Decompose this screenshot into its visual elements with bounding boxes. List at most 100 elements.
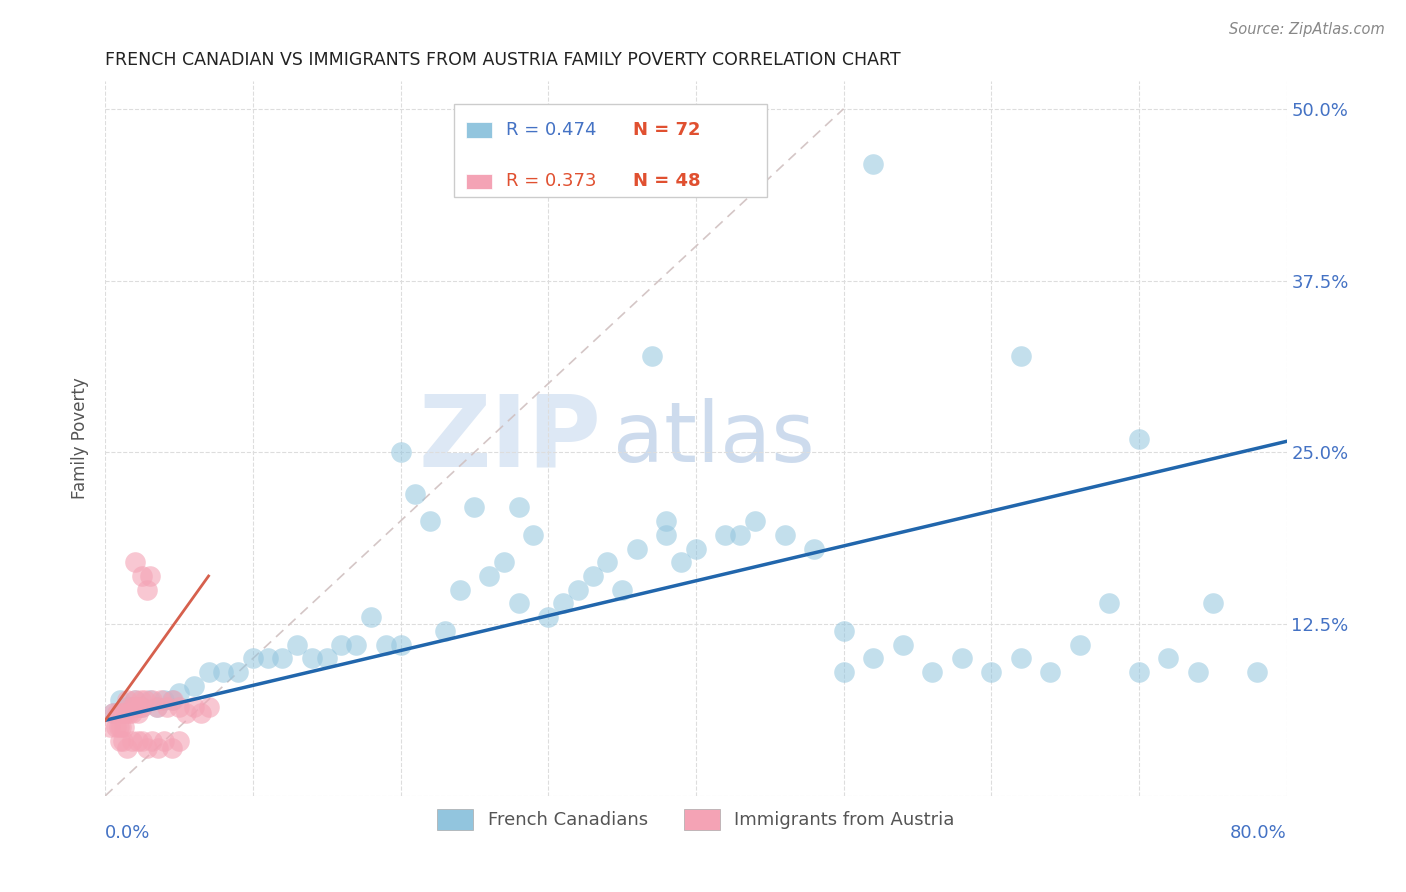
Point bbox=[212, 665, 235, 680]
Point bbox=[124, 692, 146, 706]
Point bbox=[478, 569, 501, 583]
Point bbox=[596, 555, 619, 569]
Point bbox=[115, 706, 138, 721]
Point bbox=[655, 514, 678, 528]
Point bbox=[226, 665, 249, 680]
Text: 0.0%: 0.0% bbox=[105, 824, 150, 842]
Point bbox=[389, 445, 412, 459]
Point bbox=[101, 706, 124, 721]
Point bbox=[162, 692, 184, 706]
Point bbox=[640, 349, 662, 363]
Point bbox=[404, 486, 426, 500]
Point bbox=[360, 610, 382, 624]
Point bbox=[167, 734, 190, 748]
Point bbox=[714, 528, 737, 542]
Point bbox=[141, 734, 163, 748]
Point bbox=[433, 624, 456, 638]
Point bbox=[121, 706, 143, 721]
Point bbox=[131, 699, 153, 714]
Point bbox=[105, 706, 128, 721]
Point bbox=[107, 720, 129, 734]
FancyBboxPatch shape bbox=[465, 122, 492, 137]
Point bbox=[1246, 665, 1268, 680]
Point bbox=[1039, 665, 1062, 680]
Point bbox=[862, 157, 884, 171]
Point bbox=[153, 692, 176, 706]
Point bbox=[134, 692, 156, 706]
Point bbox=[950, 651, 973, 665]
Point bbox=[117, 740, 139, 755]
Point bbox=[1069, 638, 1091, 652]
Point bbox=[449, 582, 471, 597]
Point bbox=[117, 692, 139, 706]
Text: ZIP: ZIP bbox=[419, 390, 602, 487]
Point bbox=[891, 638, 914, 652]
Point bbox=[146, 699, 169, 714]
Point bbox=[744, 514, 766, 528]
Point bbox=[121, 734, 143, 748]
Point bbox=[124, 555, 146, 569]
Point bbox=[285, 638, 308, 652]
Point bbox=[190, 706, 212, 721]
Point bbox=[389, 638, 412, 652]
Point bbox=[167, 686, 190, 700]
Point bbox=[135, 582, 157, 597]
Point bbox=[122, 699, 145, 714]
Point bbox=[138, 569, 160, 583]
Point bbox=[1128, 432, 1150, 446]
Point bbox=[1187, 665, 1209, 680]
Point bbox=[537, 610, 560, 624]
Point bbox=[1157, 651, 1180, 665]
Point bbox=[160, 692, 183, 706]
Point bbox=[148, 740, 170, 755]
Text: R = 0.373: R = 0.373 bbox=[506, 172, 596, 190]
Point bbox=[669, 555, 692, 569]
Point bbox=[120, 699, 142, 714]
Point bbox=[1202, 597, 1225, 611]
Point bbox=[135, 740, 157, 755]
Point bbox=[832, 624, 855, 638]
Legend: French Canadians, Immigrants from Austria: French Canadians, Immigrants from Austri… bbox=[430, 802, 962, 837]
Point bbox=[1098, 597, 1121, 611]
Point bbox=[1128, 665, 1150, 680]
Point bbox=[112, 720, 135, 734]
Point bbox=[111, 734, 134, 748]
Point bbox=[610, 582, 633, 597]
Y-axis label: Family Poverty: Family Poverty bbox=[72, 377, 89, 500]
Point bbox=[508, 597, 530, 611]
Point bbox=[118, 706, 141, 721]
Point bbox=[108, 734, 131, 748]
Text: atlas: atlas bbox=[613, 398, 815, 479]
Text: Source: ZipAtlas.com: Source: ZipAtlas.com bbox=[1229, 22, 1385, 37]
Point bbox=[315, 651, 337, 665]
Point bbox=[728, 528, 751, 542]
Point bbox=[330, 638, 353, 652]
Point bbox=[131, 699, 153, 714]
Point bbox=[685, 541, 707, 556]
Point bbox=[150, 692, 173, 706]
Point bbox=[655, 528, 678, 542]
Point bbox=[374, 638, 396, 652]
Point bbox=[492, 555, 515, 569]
Point bbox=[127, 734, 149, 748]
Point bbox=[1010, 349, 1032, 363]
Point bbox=[160, 740, 183, 755]
Point bbox=[567, 582, 589, 597]
Point bbox=[156, 699, 179, 714]
FancyBboxPatch shape bbox=[454, 104, 766, 197]
Point bbox=[803, 541, 825, 556]
Point bbox=[197, 665, 219, 680]
Point bbox=[167, 699, 190, 714]
Point bbox=[110, 720, 132, 734]
Point bbox=[551, 597, 574, 611]
Text: N = 72: N = 72 bbox=[633, 121, 700, 139]
Point bbox=[176, 706, 198, 721]
Point bbox=[146, 699, 169, 714]
Point bbox=[522, 528, 544, 542]
Point bbox=[153, 734, 176, 748]
Point bbox=[141, 692, 163, 706]
Point bbox=[104, 720, 127, 734]
Point bbox=[108, 692, 131, 706]
Point bbox=[301, 651, 323, 665]
Point bbox=[124, 692, 146, 706]
